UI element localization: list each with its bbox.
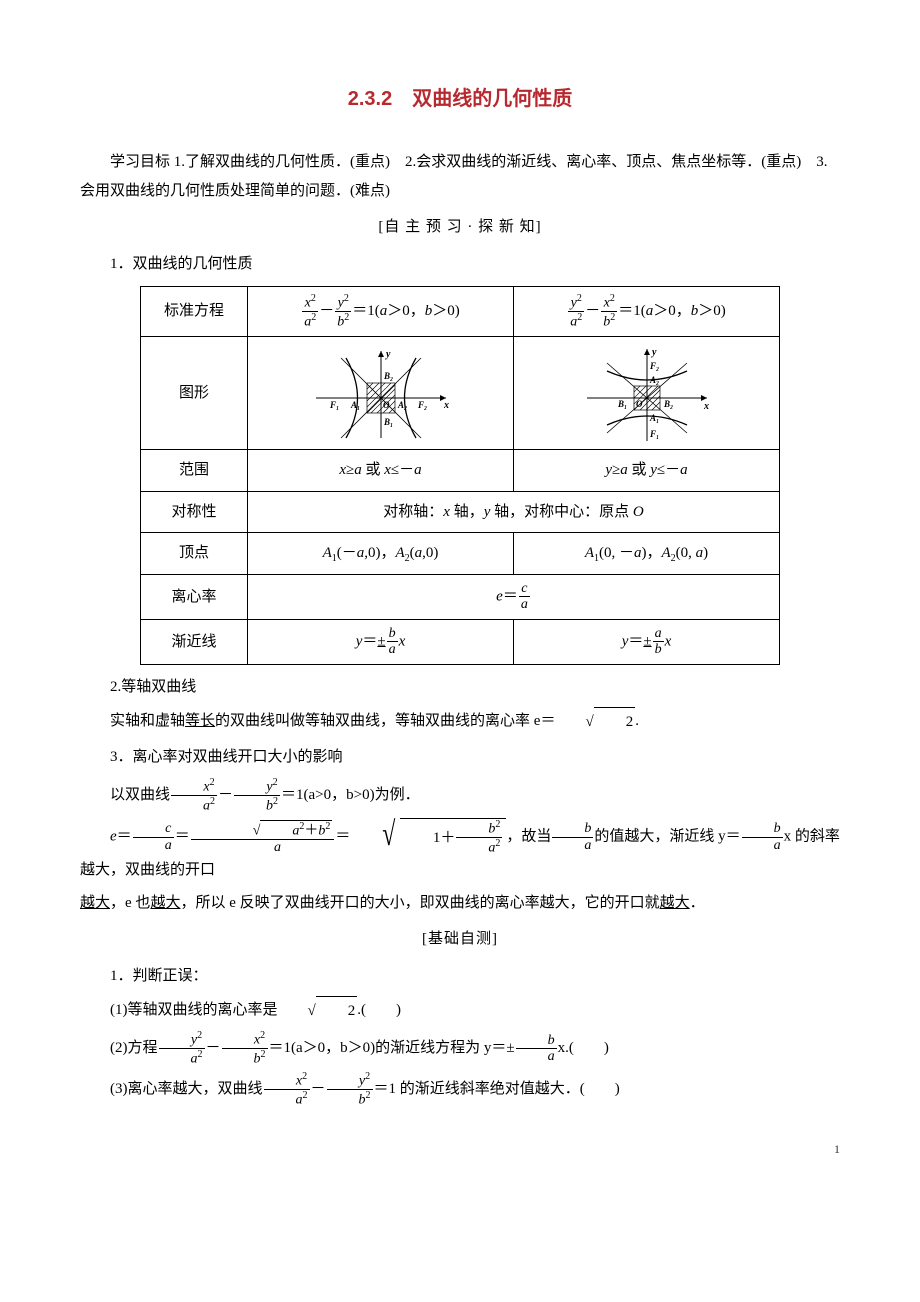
range-b: y≥a 或 y≤－a: [514, 450, 780, 492]
std-eq-a: x2a2－y2b2＝1(a＞0，b＞0): [248, 287, 514, 337]
svg-text:A₂: A₂: [649, 375, 659, 385]
text: ，故当: [506, 829, 551, 845]
svg-text:B₂: B₂: [383, 371, 393, 381]
svg-text:x: x: [443, 400, 449, 411]
text: ．: [690, 895, 705, 911]
svg-text:A₂: A₂: [397, 400, 407, 410]
svg-text:F₂: F₂: [649, 361, 659, 371]
heading-1: 1．双曲线的几何性质: [80, 250, 840, 279]
text: 的双曲线叫做等轴双曲线，等轴双曲线的离心率 e＝: [215, 713, 555, 729]
heading-2: 2.等轴双曲线: [80, 673, 840, 702]
learning-objectives: 学习目标 1.了解双曲线的几何性质．(重点) 2.会求双曲线的渐近线、离心率、顶…: [80, 148, 840, 205]
text: .( ): [357, 1003, 401, 1019]
heading-3: 3．离心率对双曲线开口大小的影响: [80, 743, 840, 772]
text: ，e 也: [110, 895, 150, 911]
eccentricity: e＝ca: [248, 575, 780, 620]
text: (1)等轴双曲线的离心率是: [110, 1003, 278, 1019]
text: ＝1 的渐近线斜率绝对值越大．( ): [374, 1081, 620, 1097]
std-eq-b: y2a2－x2b2＝1(a＞0，b＞0): [514, 287, 780, 337]
graph-a: y x O B₂ B₁ F₁ A₁ A₂ F₂: [248, 337, 514, 450]
row-label: 渐近线: [141, 619, 248, 664]
table-row: 顶点 A1(－a,0)，A2(a,0) A1(0, －a)，A2(0, a): [141, 533, 780, 575]
table-row: 对称性 对称轴：x 轴，y 轴，对称中心：原点 O: [141, 491, 780, 533]
vertex-a: A1(－a,0)，A2(a,0): [248, 533, 514, 575]
properties-table: 标准方程 x2a2－y2b2＝1(a＞0，b＞0) y2a2－x2b2＝1(a＞…: [140, 286, 780, 665]
svg-text:y: y: [651, 347, 657, 358]
hyperbola-vertical-icon: y x O F₂ A₂ A₁ F₁ B₁ B₂: [572, 343, 722, 443]
range-a: x≥a 或 x≤－a: [248, 450, 514, 492]
q1-1: (1)等轴双曲线的离心率是√2.( ): [80, 996, 840, 1026]
text: 的值越大，渐近线 y＝: [594, 829, 740, 845]
row-label: 对称性: [141, 491, 248, 533]
section-a-label: [自 主 预 习 · 探 新 知]: [80, 213, 840, 242]
asym-a: y＝±bax: [248, 619, 514, 664]
text: ＝1(a>0，b>0)为例．: [281, 787, 420, 803]
text: ，所以 e 反映了双曲线开口的大小，即双曲线的离心率越大，它的开口就: [180, 895, 659, 911]
graph-b: y x O F₂ A₂ A₁ F₁ B₁ B₂: [514, 337, 780, 450]
p3b: e＝ca＝√a2＋b2a＝ √1＋b2a2，故当ba的值越大，渐近线 y＝bax…: [80, 818, 840, 885]
table-row: 渐近线 y＝±bax y＝±abx: [141, 619, 780, 664]
svg-text:F₂: F₂: [417, 400, 427, 410]
q1-3: (3)离心率越大，双曲线x2a2－y2b2＝1 的渐近线斜率绝对值越大．( ): [80, 1071, 840, 1108]
svg-text:A₁: A₁: [350, 400, 360, 410]
vertex-b: A1(0, －a)，A2(0, a): [514, 533, 780, 575]
text: 实轴和虚轴: [110, 713, 185, 729]
q1-head: 1．判断正误：: [80, 962, 840, 991]
svg-text:O: O: [383, 400, 390, 410]
table-row: 图形 y x O: [141, 337, 780, 450]
row-label: 顶点: [141, 533, 248, 575]
svg-text:F₁: F₁: [329, 400, 339, 410]
row-label: 标准方程: [141, 287, 248, 337]
table-row: 标准方程 x2a2－y2b2＝1(a＞0，b＞0) y2a2－x2b2＝1(a＞…: [141, 287, 780, 337]
page-number: 1: [80, 1138, 840, 1161]
text: x.( ): [558, 1040, 609, 1056]
table-row: 范围 x≥a 或 x≤－a y≥a 或 y≤－a: [141, 450, 780, 492]
page-title: 2.3.2 双曲线的几何性质: [80, 80, 840, 118]
row-label: 离心率: [141, 575, 248, 620]
row-label: 范围: [141, 450, 248, 492]
q1-2: (2)方程y2a2－x2b2＝1(a＞0，b＞0)的渐近线方程为 y＝±bax.…: [80, 1030, 840, 1067]
svg-text:A₁: A₁: [649, 413, 659, 423]
hyperbola-horizontal-icon: y x O B₂ B₁ F₁ A₁ A₂ F₂: [306, 343, 456, 443]
text: 越大: [150, 895, 180, 911]
text: (2)方程: [110, 1040, 158, 1056]
svg-text:O: O: [636, 399, 643, 409]
text: (3)离心率越大，双曲线: [110, 1081, 263, 1097]
svg-text:x: x: [703, 401, 709, 412]
section-b-label: [基础自测]: [80, 925, 840, 954]
p3c: 越大，e 也越大，所以 e 反映了双曲线开口的大小，即双曲线的离心率越大，它的开…: [80, 889, 840, 918]
svg-text:B₁: B₁: [383, 417, 393, 427]
svg-text:B₂: B₂: [663, 399, 673, 409]
text: 越大: [80, 895, 110, 911]
asym-b: y＝±abx: [514, 619, 780, 664]
p3a: 以双曲线x2a2－y2b2＝1(a>0，b>0)为例．: [80, 777, 840, 814]
symmetry: 对称轴：x 轴，y 轴，对称中心：原点 O: [248, 491, 780, 533]
text: 越大: [660, 895, 690, 911]
text: ＝1(a＞0，b＞0)的渐近线方程为 y＝±: [269, 1040, 515, 1056]
svg-text:F₁: F₁: [649, 429, 659, 439]
row-label: 图形: [141, 337, 248, 450]
table-row: 离心率 e＝ca: [141, 575, 780, 620]
text: 等长: [185, 713, 215, 729]
svg-text:B₁: B₁: [617, 399, 627, 409]
equi-hyperbola-text: 实轴和虚轴等长的双曲线叫做等轴双曲线，等轴双曲线的离心率 e＝√2.: [80, 707, 840, 737]
text: 以双曲线: [110, 787, 170, 803]
svg-text:y: y: [385, 349, 391, 360]
